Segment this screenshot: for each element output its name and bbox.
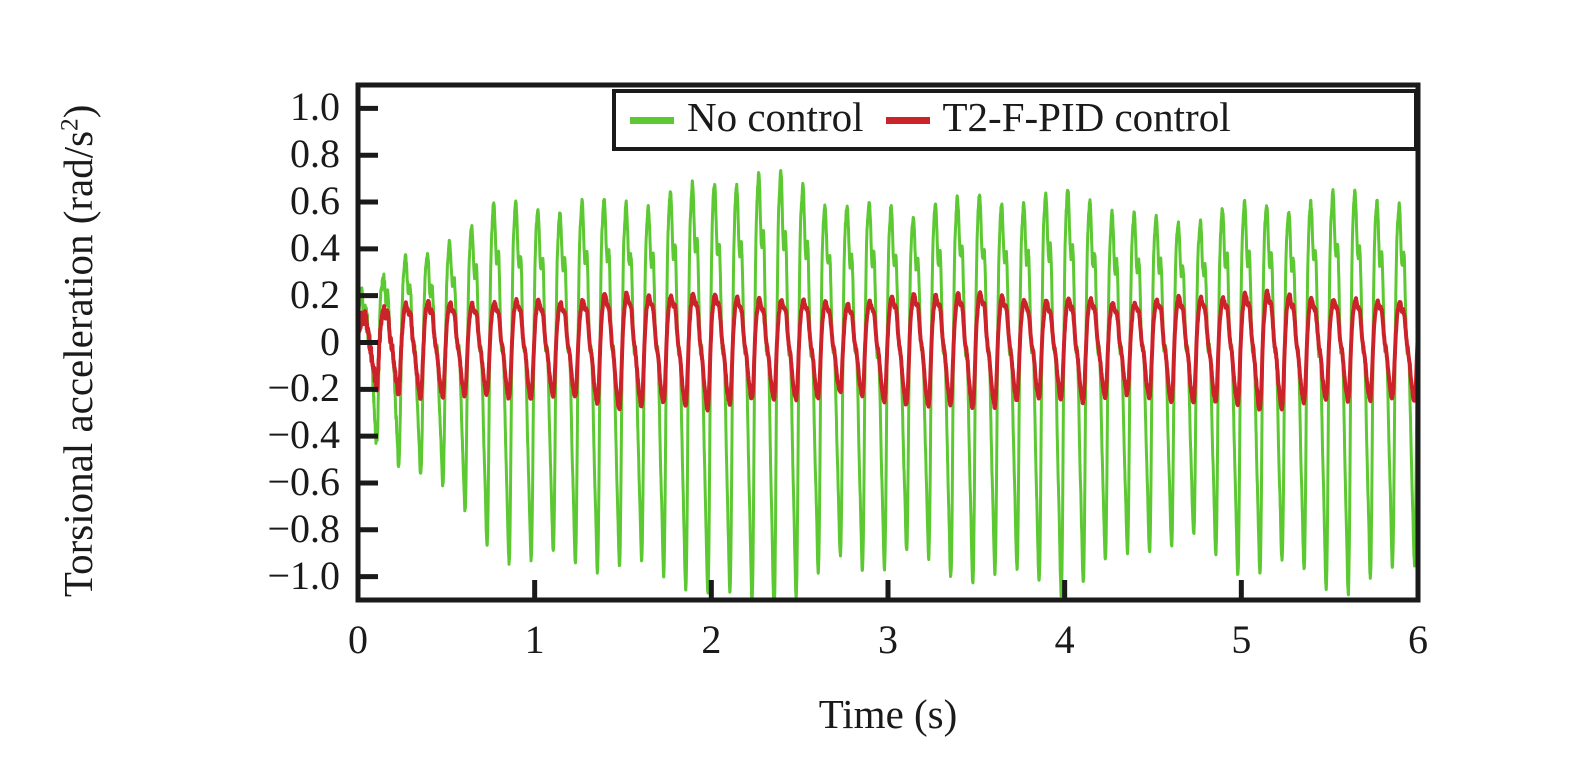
legend-label-t2-f-pid-control: T2-F-PID control (942, 93, 1231, 140)
x-axis-tick-labels: 0 1 2 3 4 5 6 (0, 620, 1575, 680)
y-axis-tick-label: −0.8 (267, 505, 340, 551)
y-axis-tick-label: −0.2 (267, 365, 340, 411)
y-axis-tick-label: 0.2 (290, 271, 340, 317)
y-axis-tick-labels: 1.0 0.8 0.6 0.4 0.2 0 −0.2 −0.4 −0.6 −0.8 −1.0 (200, 0, 340, 776)
y-axis-tick-label: 0.6 (290, 178, 340, 224)
legend-swatch-t2-f-pid-control (885, 116, 930, 124)
legend: No control T2-F-PID control (612, 89, 1418, 151)
y-axis-tick-label: 0 (320, 318, 340, 364)
x-axis-tick-label: 4 (1054, 617, 1075, 662)
y-axis-tick-label: −0.6 (267, 458, 340, 504)
series-line-t2-f-pid-control (358, 288, 1418, 413)
x-axis-tick-label: 1 (524, 617, 545, 662)
series-group (358, 169, 1418, 600)
x-axis-tick-label: 3 (878, 617, 898, 662)
series-line-no-control (358, 169, 1418, 600)
y-axis-tick-label: 0.4 (290, 224, 340, 270)
x-axis-tick-label: 2 (701, 617, 722, 662)
x-axis-tick-label: 5 (1231, 617, 1252, 662)
legend-entry-t2-f-pid-control: T2-F-PID control (885, 93, 1231, 141)
axes-frame-group (355, 82, 1421, 603)
y-axis-tick-label: −1.0 (267, 552, 340, 598)
y-axis-tick-label: 0.8 (290, 131, 340, 177)
y-axis-tick-label: 1.0 (290, 84, 340, 130)
legend-swatch-no-control (630, 116, 674, 124)
legend-label-no-control: No control (687, 93, 864, 140)
legend-entry-no-control: No control (630, 93, 864, 141)
x-axis-title: Time (s) (818, 691, 958, 737)
y-axis-tick-label: −0.4 (267, 412, 340, 458)
x-axis-tick-label: 0 (348, 617, 368, 662)
x-axis-tick-label: 6 (1408, 617, 1428, 662)
